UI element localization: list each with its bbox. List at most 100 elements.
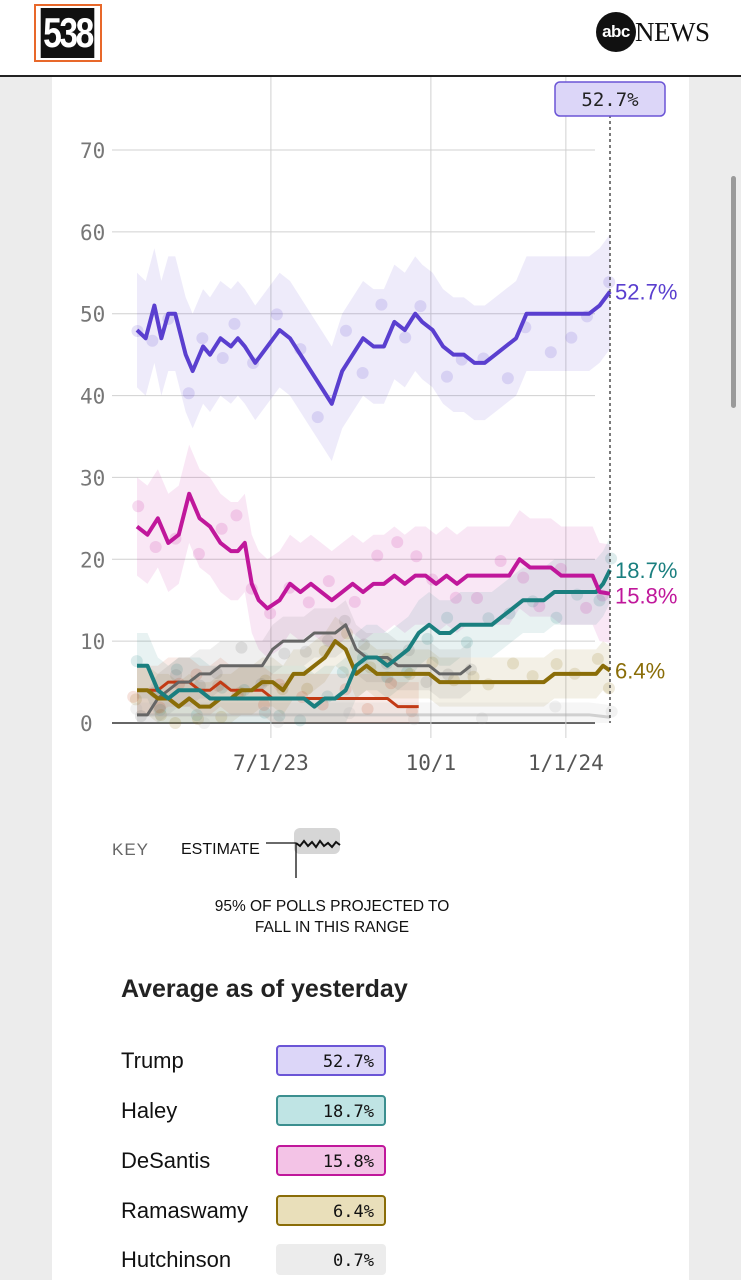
poll-dot-trump [216,352,229,365]
poll-dot-trump [356,367,369,380]
end-label-ramaswamy: 6.4% [615,659,665,684]
poll-dot-hutchinson [343,707,356,720]
poll-dot-trump [146,334,159,347]
poll-dot-desantis [494,555,507,568]
poll-dot-trump [339,324,352,337]
key-note: 95% OF POLLS PROJECTED TO FALL IN THIS R… [182,896,482,938]
poll-dot-trump [440,370,453,383]
poll-dot-hutchinson [271,716,284,729]
poll-dot-desantis [149,540,162,553]
poll-dot-desantis [410,550,423,563]
band-hutchinson [137,702,610,723]
polling-average-chart[interactable]: 70 60 50 40 30 20 10 0 7/1/23 10/1 1/1/24 52.7% 15.… [0,0,741,800]
average-row: Hutchinson 0.7% [121,1244,421,1276]
poll-dot-haley [336,666,349,679]
news-wordmark: NEWS [635,16,710,47]
poll-dot-trump [501,372,514,385]
band-pence [137,600,471,723]
poll-dot-pence [235,641,248,654]
fivethirtyeight-logo[interactable]: 538 [34,4,102,62]
line-pence [137,623,472,717]
y-tick-label: 20 [80,548,105,572]
poll-dot-desantis [371,549,384,562]
averages-title: Average as of yesterday [121,975,408,1003]
x-tick-label: 10/1 [406,751,457,775]
poll-dot-trump [228,317,241,330]
line-ramaswamy [137,639,612,709]
poll-dot-christie [153,701,166,714]
y-tick-label: 10 [80,630,105,654]
band-haley [137,537,610,723]
poll-dot-christie [361,703,374,716]
poll-dot-trump [399,331,412,344]
line-trump [135,290,612,406]
poll-dot-trump [375,298,388,311]
poll-dot-haley [441,611,454,624]
poll-dot-christie [258,698,271,711]
y-tick-label: 0 [80,712,93,736]
poll-dot-trump [565,331,578,344]
average-row: DeSantis 15.8% [121,1145,421,1177]
key-estimate-label: ESTIMATE [181,841,260,858]
line-haley [137,569,612,709]
candidate-name: Trump [121,1048,184,1073]
y-tick-label: 30 [80,466,105,490]
y-tick-label: 60 [80,221,105,245]
poll-dot-desantis [580,601,593,614]
poll-dot-ramaswamy [301,682,314,695]
poll-dot-ramaswamy [467,670,480,683]
poll-dot-desantis [302,596,315,609]
poll-dot-desantis [192,547,205,560]
y-tick-label: 70 [80,139,105,163]
poll-dot-desantis [391,536,404,549]
key-estimate-graphic [266,828,341,878]
end-label-trump: 52.7% [615,280,677,305]
candidate-average-badge: 15.8% [276,1145,386,1176]
poll-dot-christie [384,677,397,690]
candidate-name: DeSantis [121,1148,211,1173]
poll-dot-trump [270,308,283,321]
x-tick-label: 1/1/24 [528,751,604,775]
poll-dot-desantis [533,600,546,613]
poll-dot-haley [593,594,606,607]
poll-dot-hutchinson [130,702,143,715]
poll-dot-haley [605,552,618,565]
poll-dot-ramaswamy [526,670,539,683]
average-row: Ramaswamy 6.4% [121,1195,421,1227]
poll-dot-pence [322,634,335,647]
poll-dot-haley [170,663,183,676]
abc-circle-logo: abc [596,12,636,52]
candidate-name: Ramaswamy [121,1198,249,1223]
poll-dot-trump [414,300,427,313]
average-row: Trump 52.7% [121,1045,421,1077]
poll-dot-desantis [517,571,530,584]
poll-dot-desantis [470,592,483,605]
abc-news-logo[interactable]: abc NEWS [596,12,710,52]
poll-dot-christie [127,690,140,703]
poll-dot-trump [196,332,209,345]
key-note-line1: 95% OF POLLS PROJECTED TO [214,898,450,915]
tooltip-value: 52.7% [581,89,639,111]
poll-dot-pence [170,669,183,682]
line-hutchinson [137,713,611,719]
poll-dot-hutchinson [198,716,211,729]
end-label-haley: 18.7% [615,558,677,583]
poll-dot-haley [421,632,434,645]
poll-dot-haley [482,612,495,625]
candidate-average-badge: 0.7% [276,1244,386,1275]
poll-dot-trump [182,387,195,400]
page-scrollbar[interactable] [731,176,736,408]
poll-dot-trump [311,411,324,424]
poll-dot-haley [460,636,473,649]
poll-dot-pence [357,638,370,651]
content-card [52,77,689,1280]
poll-dot-ramaswamy [169,717,182,729]
poll-dot-hutchinson [605,705,618,718]
poll-dot-desantis [449,591,462,604]
poll-dot-haley [154,703,167,716]
logo-text: 538 [41,8,95,58]
candidate-name: Hutchinson [121,1247,232,1272]
poll-dot-hutchinson [549,700,562,713]
tooltip-box [554,81,666,117]
poll-dot-desantis [230,509,243,522]
